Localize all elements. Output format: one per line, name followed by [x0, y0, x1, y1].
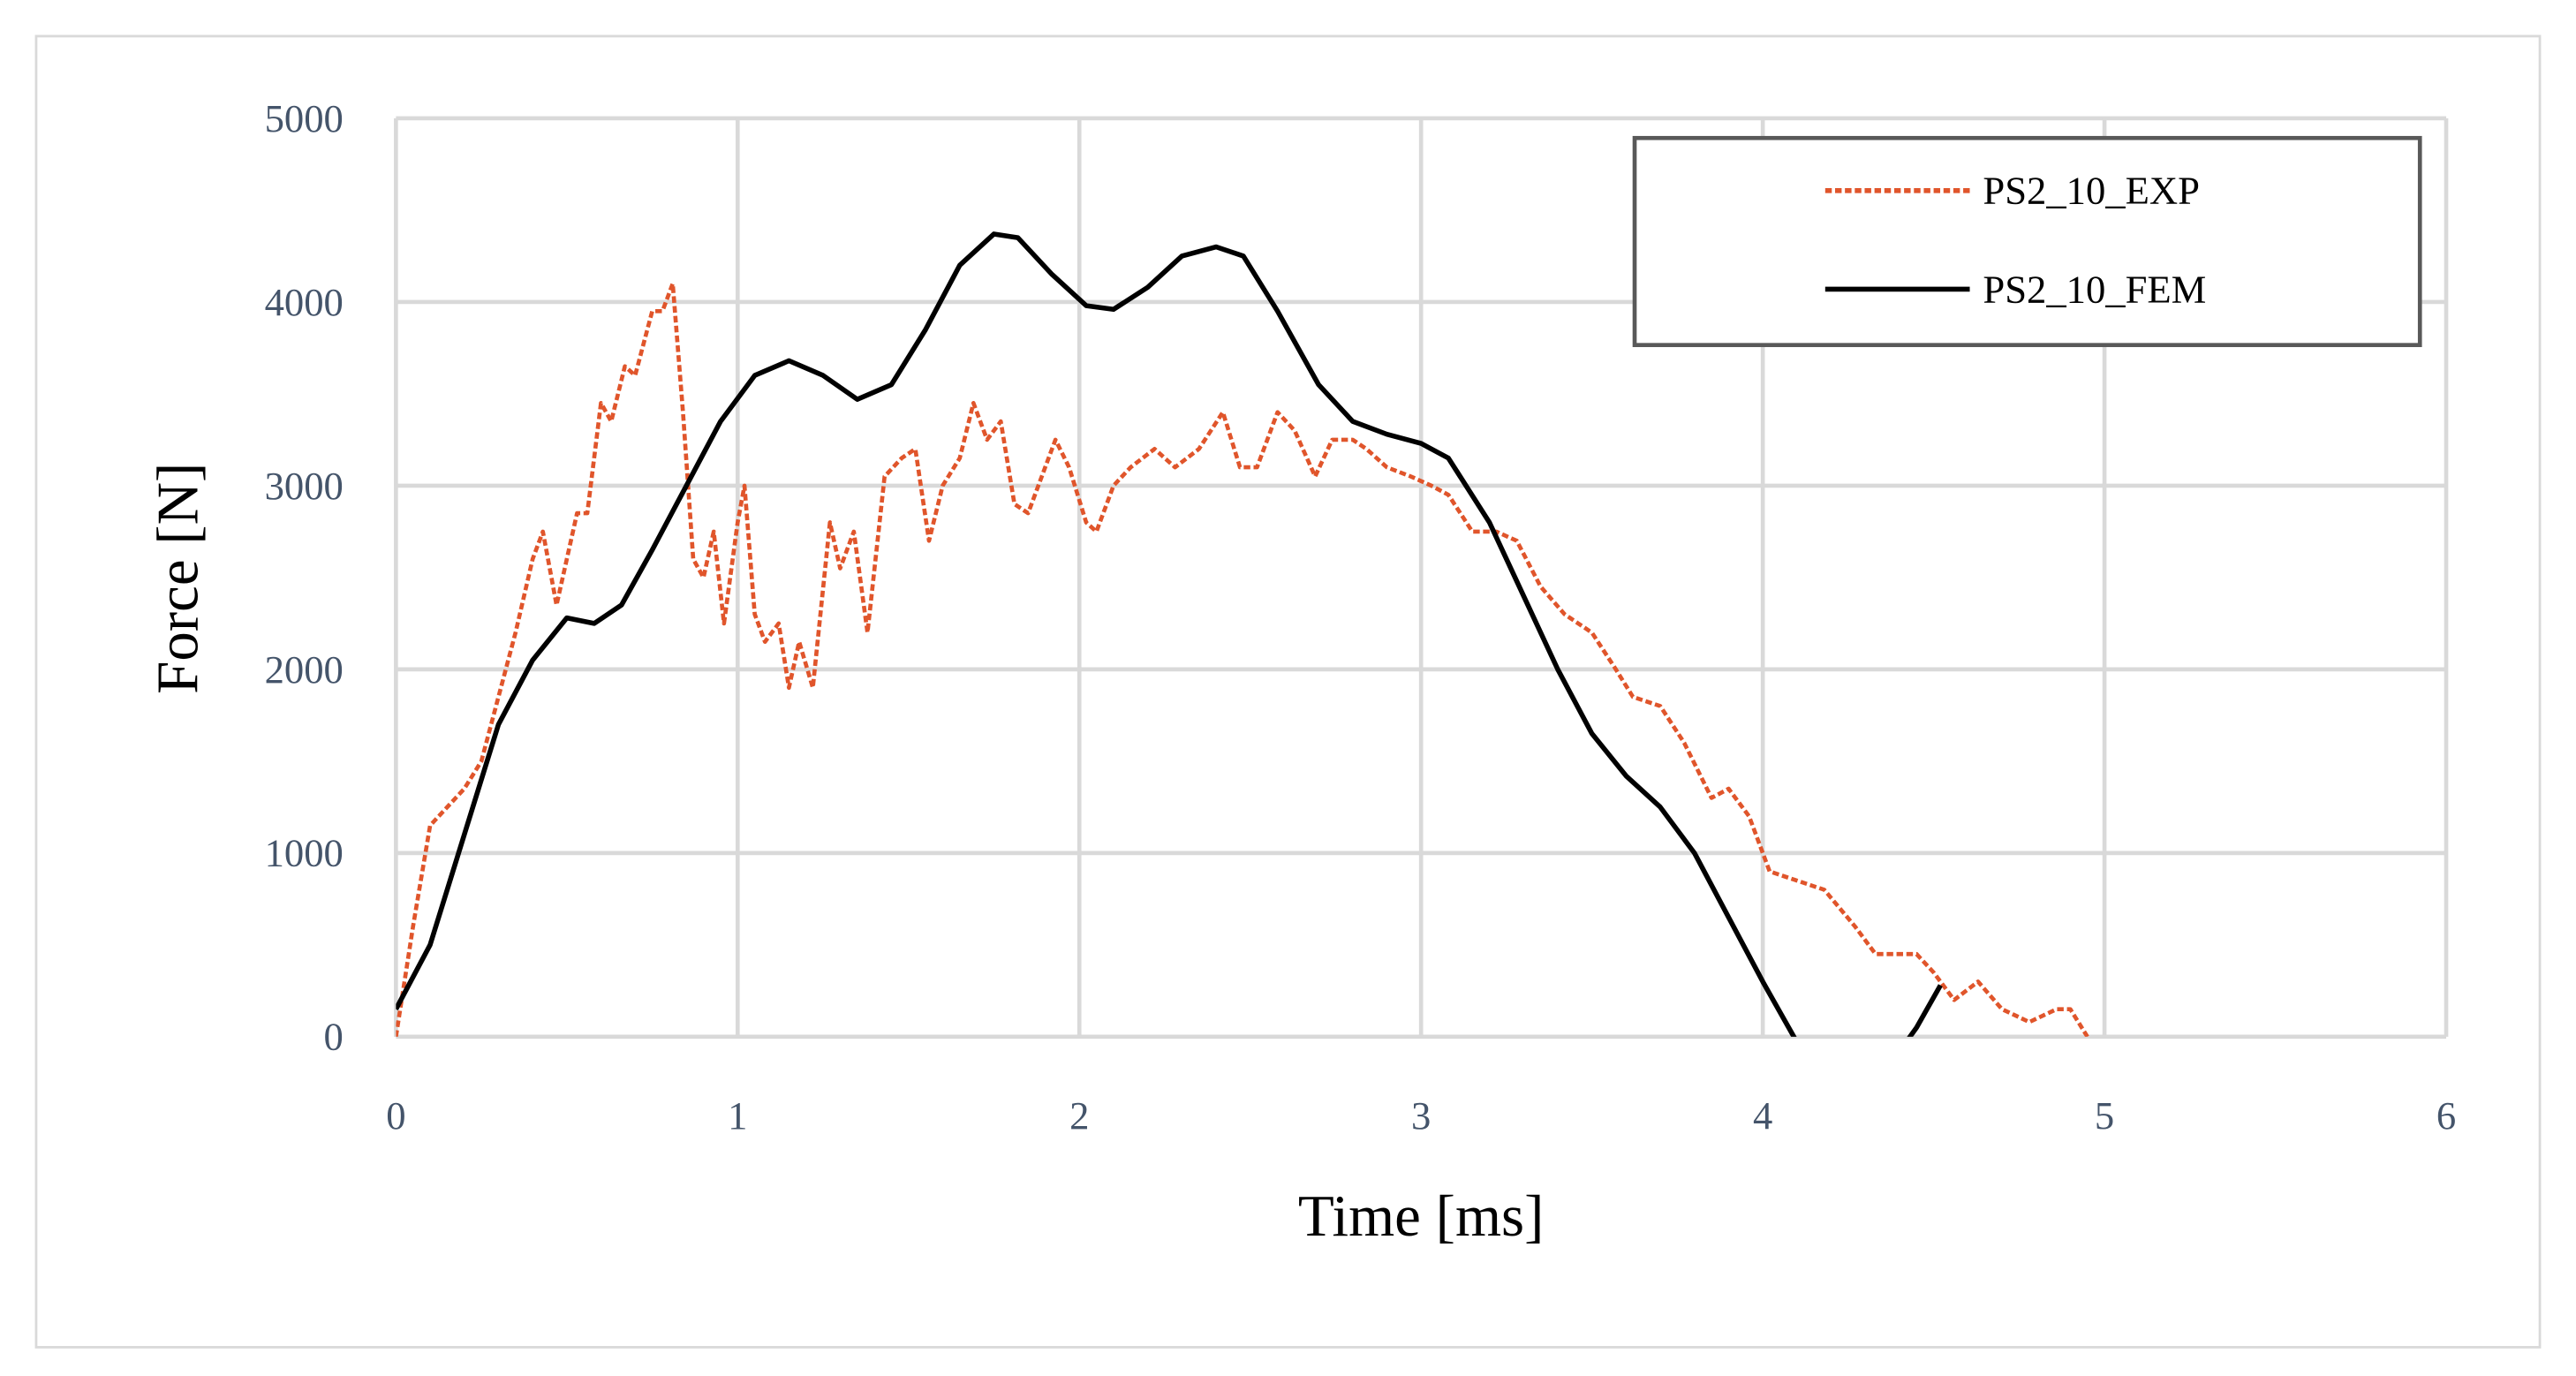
y-tick-label: 2000 [265, 647, 344, 692]
y-tick-label: 0 [324, 1015, 344, 1059]
x-tick-label: 2 [1069, 1093, 1089, 1138]
x-tick-label: 0 [386, 1093, 405, 1138]
x-tick-label: 6 [2436, 1093, 2456, 1138]
y-tick-label: 5000 [265, 96, 344, 140]
data-line [396, 281, 2089, 1037]
x-tick-label: 4 [1753, 1093, 1772, 1138]
grid [394, 116, 2449, 1040]
x-tick-label: 5 [2095, 1093, 2114, 1138]
y-tick-label: 1000 [265, 831, 344, 875]
x-tick-label: 1 [728, 1093, 747, 1138]
data-line [396, 231, 1943, 1037]
y-tick-label: 4000 [265, 280, 344, 324]
legend-box [1632, 135, 2422, 347]
y-tick-label: 3000 [265, 464, 344, 508]
x-tick-label: 3 [1411, 1093, 1431, 1138]
legend-label: PS2_10_FEM [1983, 267, 2206, 311]
y-axis-title: Force [N] [145, 463, 210, 694]
x-axis-title: Time [ms] [1298, 1183, 1544, 1249]
legend-label: PS2_10_EXP [1983, 169, 2200, 213]
legend: PS2_10_EXP PS2_10_FEM [1632, 135, 2422, 347]
plot-lines [396, 231, 2089, 1037]
